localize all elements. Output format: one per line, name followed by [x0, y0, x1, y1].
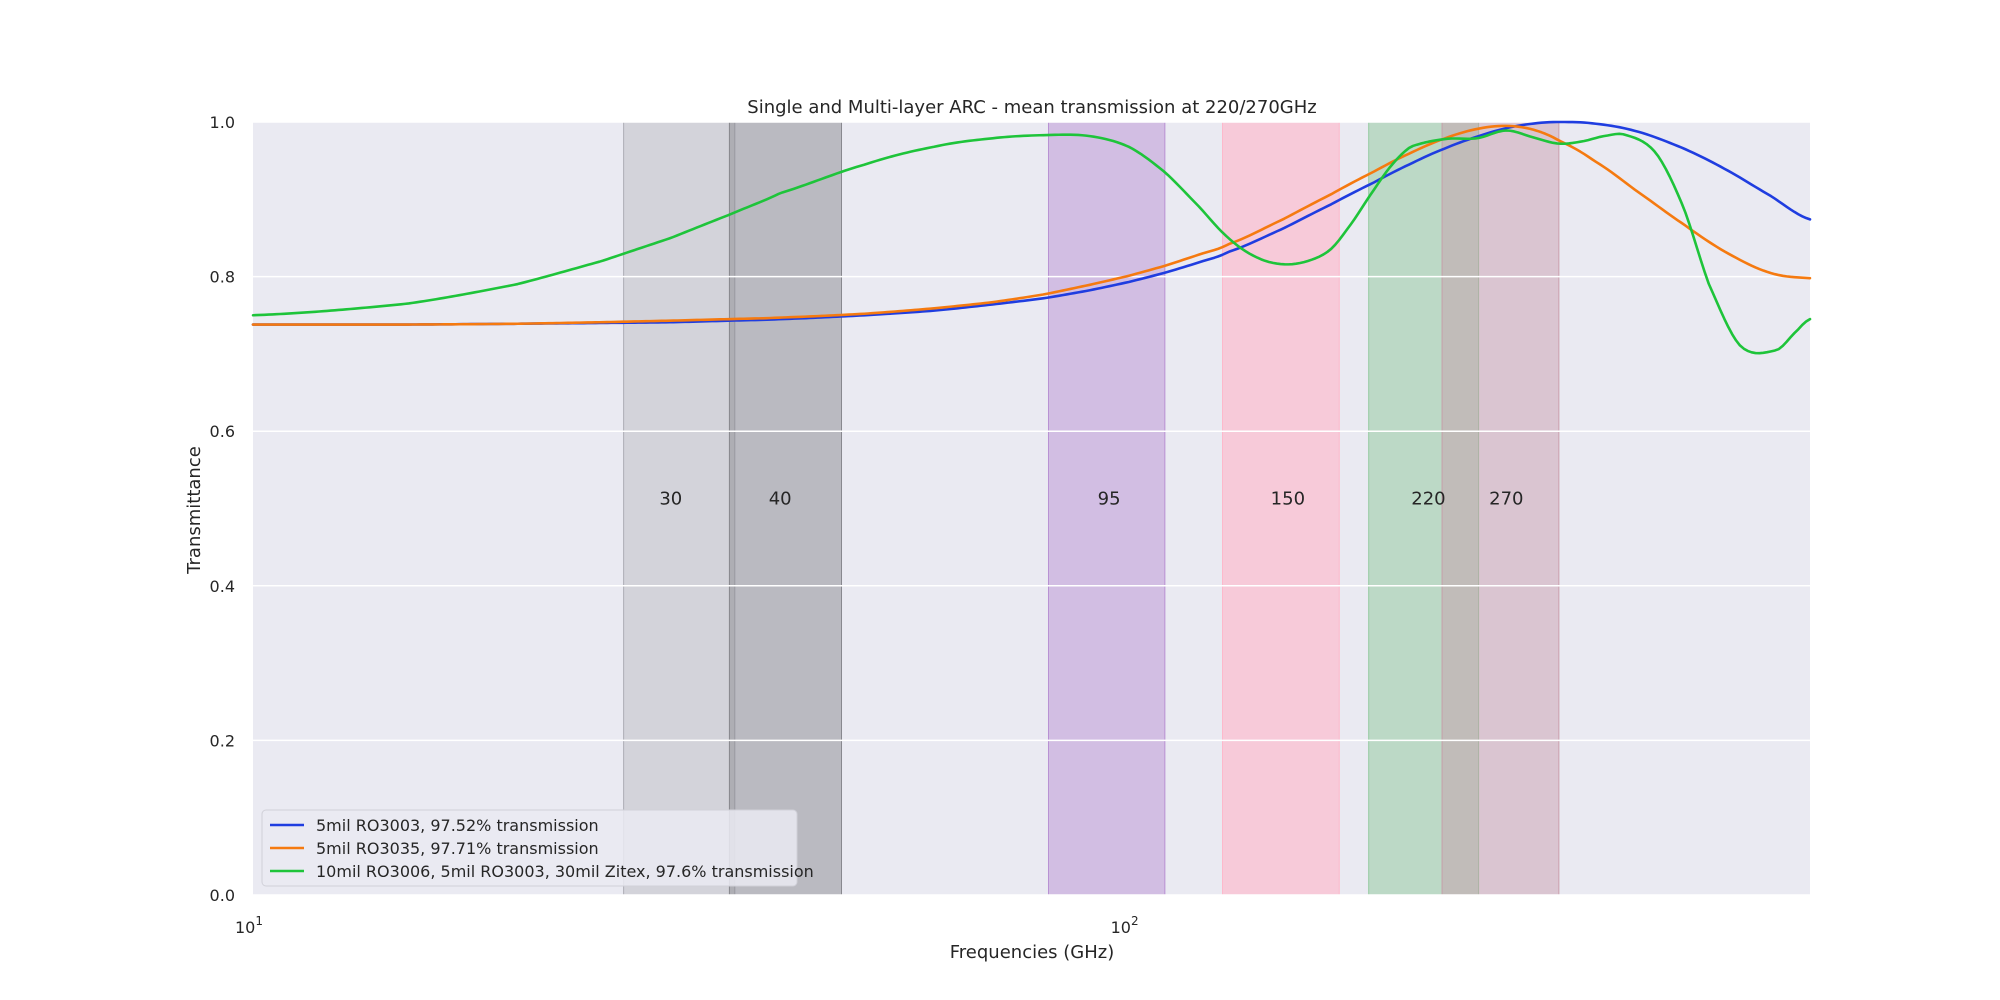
band-270	[1441, 121, 1560, 896]
x-tick-label: 102	[1111, 914, 1139, 937]
legend-label: 10mil RO3006, 5mil RO3003, 30mil Zitex, …	[316, 862, 814, 881]
y-tick-label: 0.2	[210, 731, 235, 750]
y-tick-label: 0.0	[210, 886, 235, 905]
y-tick-label: 0.8	[210, 268, 235, 287]
band-label-150: 150	[1271, 489, 1305, 510]
series-line-3	[251, 129, 1812, 355]
band-label-220: 220	[1411, 489, 1445, 510]
y-axis-label: Transmittance	[184, 446, 205, 575]
legend-label: 5mil RO3003, 97.52% transmission	[316, 816, 599, 835]
x-tick-base: 10	[1111, 918, 1131, 937]
bands-layer	[623, 121, 1560, 896]
band-30	[623, 121, 736, 896]
band-label-30: 30	[659, 489, 682, 510]
y-tick-label: 0.6	[210, 422, 235, 441]
band-labels-layer: 30 40 95 150 220 270	[659, 489, 1523, 510]
x-tick-label: 101	[235, 914, 263, 937]
legend-label: 5mil RO3035, 97.71% transmission	[316, 839, 599, 858]
grid-layer	[253, 121, 1810, 896]
series-line-2	[251, 124, 1812, 326]
legend: 5mil RO3003, 97.52% transmission 5mil RO3…	[261, 809, 814, 887]
x-tick-exponent: 1	[255, 914, 263, 928]
band-label-40: 40	[769, 489, 792, 510]
band-40	[728, 121, 843, 896]
legend-box	[261, 809, 798, 887]
plot-background	[253, 122, 1810, 895]
x-tick-exponent: 2	[1131, 914, 1139, 928]
band-150	[1222, 121, 1340, 896]
y-tick-label: 1.0	[210, 113, 235, 132]
band-label-95: 95	[1098, 489, 1121, 510]
x-tick-base: 10	[235, 918, 255, 937]
band-220	[1368, 121, 1480, 896]
y-tick-label: 0.4	[210, 577, 235, 596]
x-axis-label: Frequencies (GHz)	[950, 942, 1115, 963]
chart-title: Single and Multi-layer ARC - mean transm…	[747, 97, 1316, 118]
lines-layer	[251, 120, 1812, 355]
band-label-270: 270	[1489, 489, 1523, 510]
